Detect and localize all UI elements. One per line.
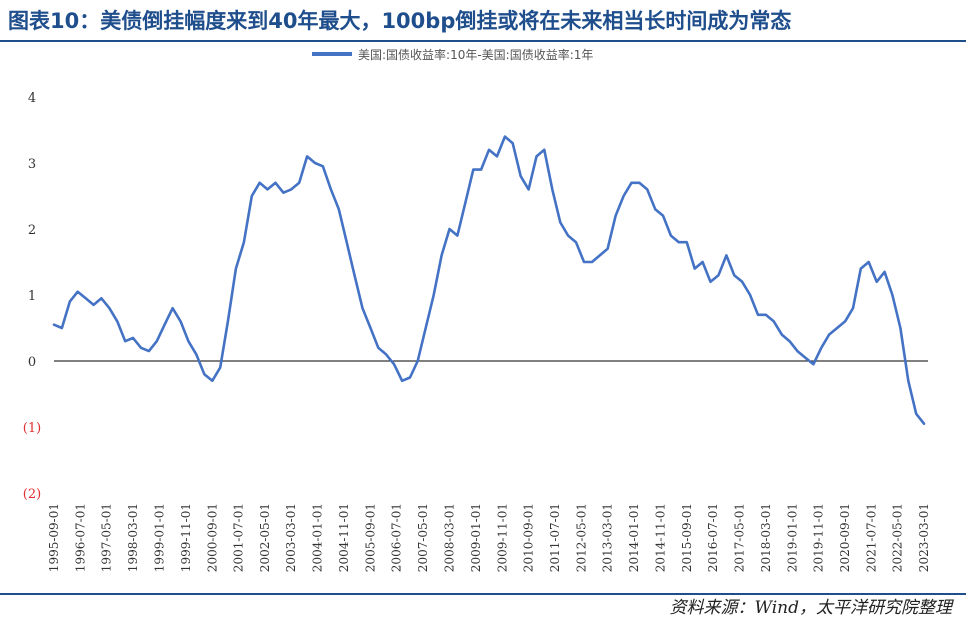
x-tick-label: 2012-05-01: [574, 503, 588, 572]
x-tick-label: 1998-03-01: [126, 503, 140, 572]
x-tick-label: 1997-05-01: [100, 503, 114, 572]
y-tick-label: 3: [28, 157, 36, 172]
x-tick-label: 2006-07-01: [390, 503, 404, 572]
x-tick-label: 2008-03-01: [442, 503, 456, 572]
title-divider: [0, 40, 966, 42]
y-tick-label: 2: [28, 223, 36, 238]
x-tick-label: 2010-09-01: [522, 503, 536, 572]
x-tick-label: 2014-01-01: [627, 503, 641, 572]
x-tick-label: 2015-09-01: [680, 503, 694, 572]
x-tick-label: 2020-09-01: [838, 503, 852, 572]
x-tick-label: 2014-11-01: [653, 503, 667, 572]
x-tick-label: 2022-05-01: [891, 503, 905, 572]
y-tick-label: 0: [28, 355, 36, 370]
y-tick-label: (2): [23, 487, 41, 502]
x-tick-label: 2019-11-01: [812, 503, 826, 572]
x-tick-label: 2009-01-01: [469, 503, 483, 572]
legend-swatch: [312, 52, 352, 56]
x-tick-label: 1999-11-01: [179, 503, 193, 572]
x-tick-label: 2005-09-01: [363, 503, 377, 572]
x-tick-label: 2023-03-01: [917, 503, 931, 572]
y-tick-label: 4: [28, 91, 36, 106]
x-tick-label: 2007-05-01: [416, 503, 430, 572]
page-title: 图表10：美债倒挂幅度来到40年最大，100bp倒挂或将在未来相当长时间成为常态: [8, 9, 792, 33]
x-tick-label: 2009-11-01: [495, 503, 509, 572]
y-tick-label: (1): [23, 421, 41, 436]
series-line: [52, 135, 926, 426]
x-tick-label: 2013-03-01: [601, 503, 615, 572]
x-tick-label: 2004-01-01: [311, 503, 325, 572]
x-tick-label: 1996-07-01: [73, 503, 87, 572]
legend-label: 美国:国债收益率:10年-美国:国债收益率:1年: [358, 47, 594, 62]
x-tick-label: 2001-07-01: [232, 503, 246, 572]
x-tick-label: 2004-11-01: [337, 503, 351, 572]
source-note: 资料来源：Wind，太平洋研究院整理: [669, 598, 952, 618]
x-tick-label: 2011-07-01: [548, 503, 562, 572]
source-divider: [0, 593, 966, 595]
x-tick-label: 2003-03-01: [284, 503, 298, 572]
line-chart: 4 3 2 1 0 (1) (2) 1995-09-01 1996-07-01 1997-05-0…: [23, 91, 931, 572]
x-tick-label: 2021-07-01: [864, 503, 878, 572]
x-tick-label: 2018-03-01: [759, 503, 773, 572]
x-tick-label: 2019-01-01: [785, 503, 799, 572]
chart-legend: 美国:国债收益率:10年-美国:国债收益率:1年: [312, 45, 593, 63]
x-tick-label: 1999-01-01: [153, 503, 167, 572]
x-tick-label: 1995-09-01: [47, 503, 61, 572]
x-tick-label: 2017-05-01: [732, 503, 746, 572]
y-tick-label: 1: [28, 289, 36, 304]
x-tick-label: 2016-07-01: [706, 503, 720, 572]
x-tick-label: 2002-05-01: [258, 503, 272, 572]
x-tick-label: 2000-09-01: [205, 503, 219, 572]
